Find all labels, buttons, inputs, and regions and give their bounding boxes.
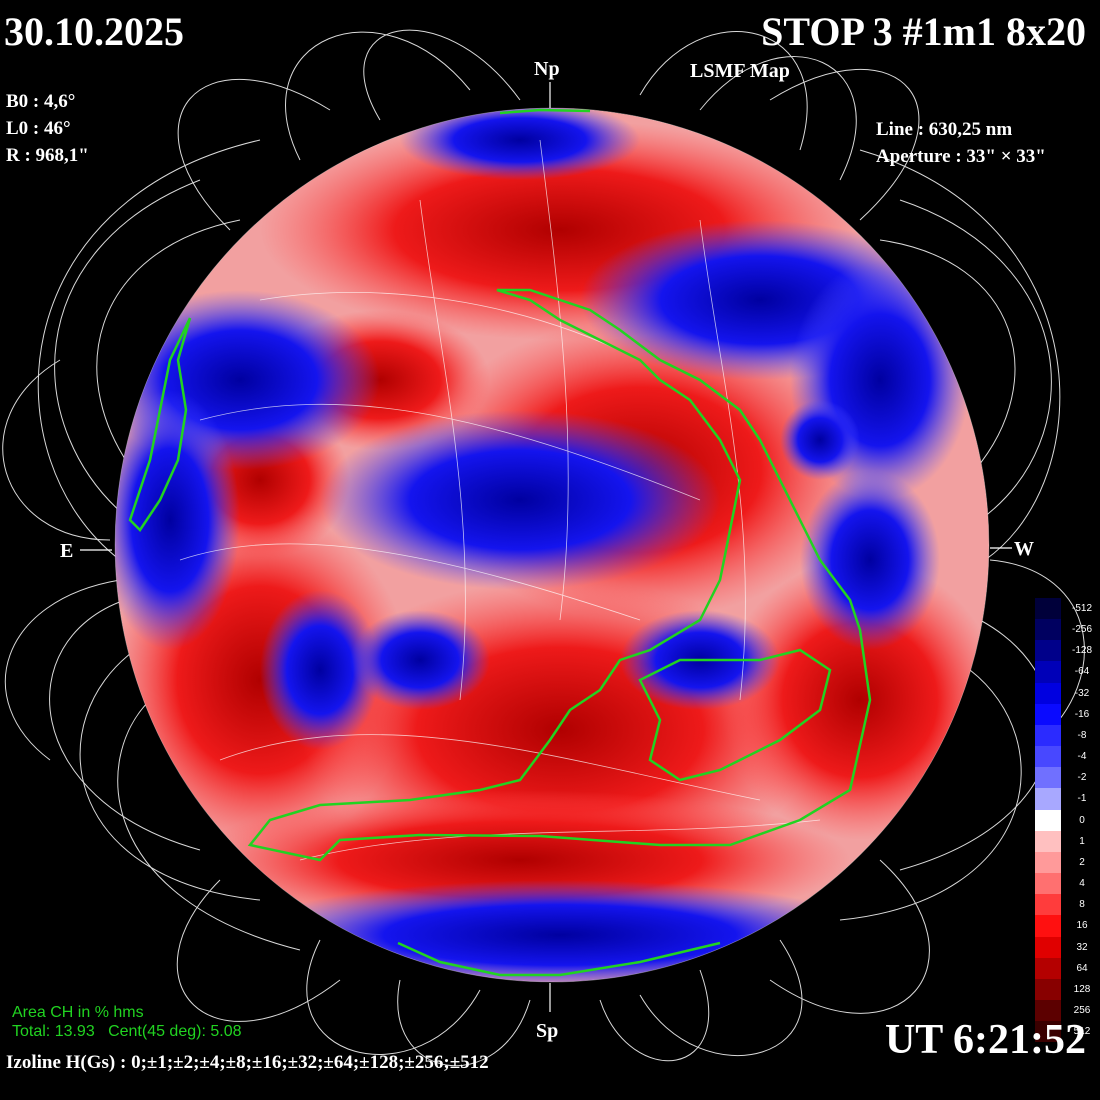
scale-cell <box>1035 788 1061 810</box>
line-param: Line : 630,25 nm <box>876 119 1013 140</box>
scale-cell <box>1035 640 1061 662</box>
scale-label: 256 <box>1073 1004 1091 1016</box>
north-pole-label: Np <box>534 58 560 80</box>
scale-label: -2 <box>1077 772 1087 784</box>
l0-param: L0 : 46° <box>6 118 71 139</box>
scale-cell <box>1035 598 1061 620</box>
limb-markers <box>80 82 1012 1012</box>
scale-cell <box>1035 978 1061 1000</box>
magnetogram-disk <box>115 108 989 982</box>
radius-param: R : 968,1" <box>6 145 89 166</box>
scale-label: -1 <box>1077 793 1087 805</box>
scale-label: -64 <box>1074 666 1090 678</box>
scale-label: 2 <box>1079 856 1085 868</box>
ut-time: UT 6:21:52 <box>884 1017 1086 1063</box>
field-lines-outer <box>2 29 1085 1067</box>
map-title: STOP 3 #1m1 8x20 <box>761 9 1086 54</box>
scale-label: -8 <box>1077 729 1087 741</box>
scale-cell <box>1035 894 1061 916</box>
b0-param: B0 : 4,6° <box>6 91 76 112</box>
scale-cell <box>1035 830 1061 852</box>
ephemeris-params: B0 : 4,6° L0 : 46° R : 968,1" <box>6 88 89 169</box>
scale-label: -4 <box>1077 751 1087 763</box>
scale-cell <box>1035 703 1061 725</box>
coronal-hole-stats: Total: 13.93 Cent(45 deg): 5.08 <box>12 1023 242 1040</box>
aperture-param: Aperture : 33" × 33" <box>876 146 1046 167</box>
scale-cell <box>1035 936 1061 958</box>
coronal-hole-area: Area CH in % hms Total: 13.93 Cent(45 de… <box>12 1003 241 1041</box>
scale-cell <box>1035 767 1061 789</box>
south-pole-label: Sp <box>536 1020 559 1042</box>
izoline-legend: Izoline H(Gs) : 0;±1;±2;±4;±8;±16;±32;±6… <box>6 1052 489 1073</box>
scale-label: -32 <box>1074 687 1090 699</box>
scale-cell <box>1035 682 1061 704</box>
scale-cell <box>1035 1021 1061 1043</box>
scale-label: -128 <box>1071 645 1092 657</box>
scale-label: -256 <box>1071 624 1092 636</box>
scale-label: -16 <box>1074 708 1090 720</box>
observation-date: 30.10.2025 <box>4 9 184 54</box>
scale-label: 16 <box>1076 920 1088 932</box>
scale-label: 1 <box>1079 835 1085 847</box>
color-scale-bar <box>1035 598 1061 1043</box>
instrument-info: Line : 630,25 nm Aperture : 33" × 33" <box>876 116 1046 170</box>
scale-cell <box>1035 957 1061 979</box>
scale-cell <box>1035 809 1061 831</box>
west-limb-label: W <box>1014 538 1034 560</box>
scale-cell <box>1035 746 1061 768</box>
scale-label: 32 <box>1076 941 1088 953</box>
scale-cell <box>1035 724 1061 747</box>
coronal-hole-contour <box>128 108 872 977</box>
scale-label: 64 <box>1076 962 1088 974</box>
scale-label: 8 <box>1079 899 1085 911</box>
scale-cell <box>1035 999 1061 1022</box>
scale-cell <box>1035 873 1061 895</box>
scale-cell <box>1035 915 1061 937</box>
east-limb-label: E <box>60 540 74 562</box>
color-scale-labels: -512 -256 -128 -64 -32 -16 -8 -4 -2 -1 0 1 2 4 8 16 32 64… <box>1064 598 1100 1042</box>
scale-label: 4 <box>1079 878 1085 890</box>
scale-cell <box>1035 619 1061 641</box>
scale-cell <box>1035 661 1061 683</box>
scale-cell <box>1035 851 1061 874</box>
scale-label: 0 <box>1079 814 1085 826</box>
map-subtitle: LSMF Map <box>690 60 790 82</box>
scale-label: 128 <box>1073 983 1091 995</box>
scale-label: 512 <box>1073 1026 1091 1038</box>
coronal-hole-heading: Area CH in % hms <box>12 1004 144 1021</box>
scale-label: -512 <box>1071 603 1092 614</box>
